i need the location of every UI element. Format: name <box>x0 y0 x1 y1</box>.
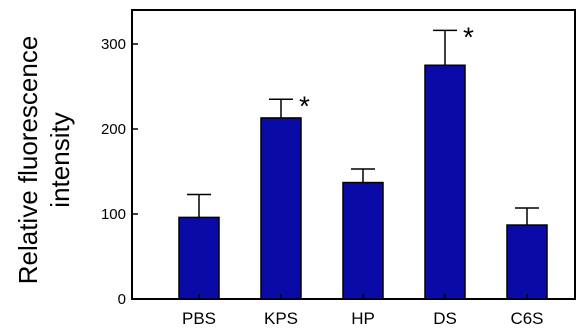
x-tick-label: HP <box>351 309 375 328</box>
x-tick-label: PBS <box>182 309 216 328</box>
y-axis-label-line-1: Relative fluorescence <box>13 36 43 285</box>
bars <box>178 64 548 300</box>
y-ticks: 0 100 200 300 <box>101 36 138 308</box>
x-tick-label: KPS <box>264 309 298 328</box>
bar-pbs <box>178 216 220 300</box>
x-tick-label: C6S <box>510 309 543 328</box>
significance-asterisk: * <box>463 21 474 52</box>
y-axis-label: Relative fluorescence intensity <box>13 36 75 285</box>
x-tick-label: DS <box>433 309 457 328</box>
bar-c6s <box>506 224 548 300</box>
annotations: ** <box>299 21 474 121</box>
error-bars <box>187 29 539 226</box>
x-ticks: PBS KPS HP DS C6S <box>182 294 544 328</box>
bar-ds <box>424 64 466 300</box>
bar-hp <box>342 181 384 300</box>
significance-asterisk: * <box>299 90 310 121</box>
y-axis-label-line-2: intensity <box>45 112 75 207</box>
y-tick-label: 200 <box>101 121 126 138</box>
bar-kps <box>260 117 302 300</box>
y-tick-label: 300 <box>101 36 126 53</box>
y-tick-label: 0 <box>118 291 126 308</box>
y-tick-label: 100 <box>101 206 126 223</box>
